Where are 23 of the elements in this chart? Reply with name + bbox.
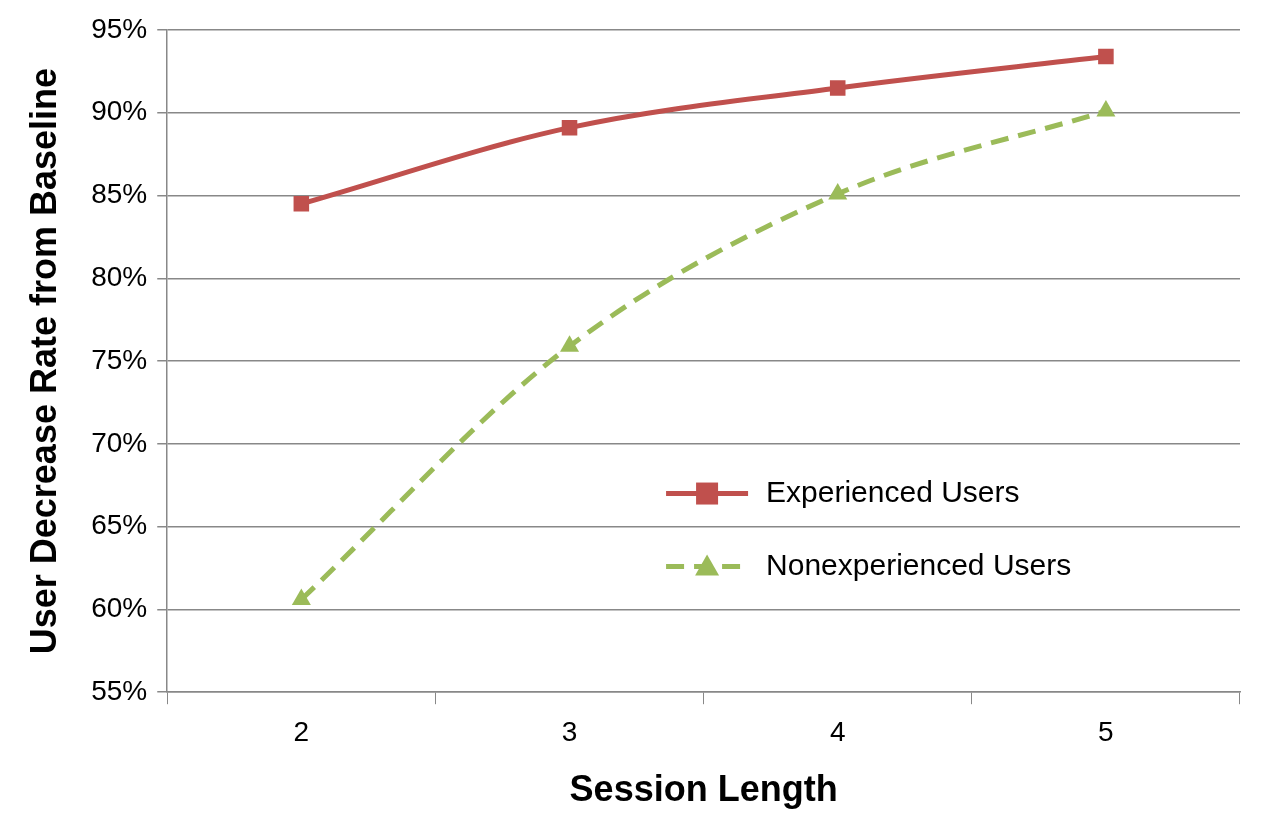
x-axis-title: Session Length (569, 768, 838, 810)
legend-label: Nonexperienced Users (766, 547, 1072, 581)
point (1098, 48, 1114, 65)
y-tick-label: 75% (91, 343, 148, 375)
point (560, 335, 580, 352)
point (829, 80, 846, 96)
y-tick-label: 90% (91, 95, 148, 127)
y-tick-label: 65% (91, 509, 148, 541)
point (561, 119, 578, 136)
x-tick-label: 5 (1098, 715, 1114, 747)
y-tick-label: 85% (91, 178, 148, 210)
y-tick-label: 95% (91, 12, 148, 44)
x-tick-label: 4 (829, 715, 846, 747)
point (293, 196, 310, 212)
x-tick-label: 2 (293, 715, 310, 747)
y-tick-label: 70% (91, 426, 148, 458)
y-axis-title: User Decrease Rate from Baseline (22, 67, 64, 655)
y-tick-label: 80% (91, 261, 148, 293)
y-tick-label: 55% (91, 674, 148, 706)
x-tick-label: 3 (561, 715, 578, 747)
y-tick-label: 60% (91, 592, 148, 624)
legend-label: Experienced Users (766, 474, 1020, 508)
point (291, 588, 311, 605)
